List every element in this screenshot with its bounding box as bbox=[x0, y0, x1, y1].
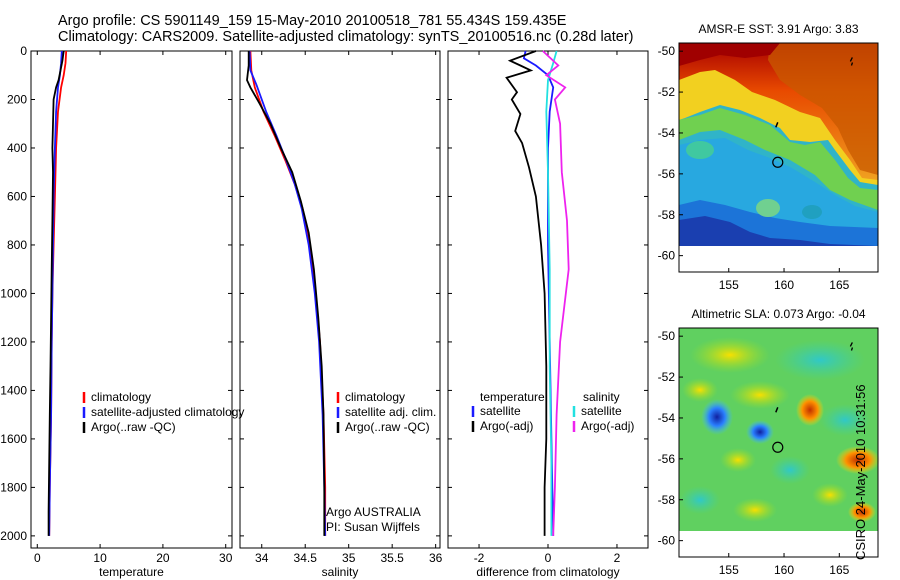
map-y-tick-label: -56 bbox=[658, 452, 676, 466]
argo-position-marker bbox=[772, 441, 784, 453]
series-line-black bbox=[47, 50, 65, 536]
x-tick-label: -2 bbox=[474, 551, 485, 565]
map-blank-area bbox=[679, 531, 878, 557]
legend-header: temperature bbox=[480, 390, 545, 404]
legend-entry: Argo(-adj) bbox=[480, 419, 533, 433]
plot-frame-difference bbox=[447, 50, 649, 549]
y-tick-label: 1000 bbox=[0, 286, 27, 300]
x-tick-label: 35.5 bbox=[380, 551, 404, 565]
argo-track-mark bbox=[775, 407, 779, 413]
legend-entry: satellite-adjusted climatology bbox=[91, 405, 244, 419]
legend-entry: satellite bbox=[480, 404, 521, 418]
sla-map-image bbox=[679, 328, 880, 531]
series-line-blue bbox=[248, 50, 327, 536]
x-tick-label: 30 bbox=[219, 551, 233, 565]
x-tick-label: 0 bbox=[545, 551, 552, 565]
map-x-tick-label: 165 bbox=[829, 563, 849, 577]
x-axis-label: temperature bbox=[99, 565, 164, 579]
map-y-tick-label: -60 bbox=[658, 249, 676, 263]
x-tick-label: 0 bbox=[34, 551, 41, 565]
y-tick-label: 1400 bbox=[0, 383, 27, 397]
float-marker bbox=[849, 342, 854, 351]
map-y-tick-label: -52 bbox=[658, 370, 676, 384]
map-y-tick-label: -58 bbox=[658, 208, 676, 222]
x-tick-label: 34.5 bbox=[294, 551, 318, 565]
series-line-magenta bbox=[542, 50, 570, 536]
x-axis-label: salinity bbox=[322, 565, 359, 579]
y-tick-label: 400 bbox=[7, 141, 27, 155]
map-frame-sst-map bbox=[678, 42, 879, 273]
map-y-tick-label: -60 bbox=[658, 534, 676, 548]
map-title: Altimetric SLA: 0.073 Argo: -0.04 bbox=[691, 307, 865, 321]
plot-frame-temperature bbox=[30, 50, 233, 549]
argo-annotation: PI: Susan Wijffels bbox=[326, 520, 420, 534]
argo-annotation: Argo AUSTRALIA bbox=[326, 505, 421, 519]
x-axis-label: difference from climatology bbox=[476, 565, 619, 579]
y-tick-label: 800 bbox=[7, 238, 27, 252]
series-line-black bbox=[246, 51, 326, 536]
map-x-tick-label: 155 bbox=[719, 278, 739, 292]
title-line-1: Argo profile: CS 5901149_159 15-May-2010… bbox=[58, 13, 567, 29]
legend-entry: satellite adj. clim. bbox=[345, 405, 436, 419]
float-marker bbox=[849, 57, 854, 66]
y-tick-label: 0 bbox=[20, 44, 27, 58]
title-line-2: Climatology: CARS2009. Satellite-adjuste… bbox=[58, 29, 634, 45]
legend-header: salinity bbox=[583, 390, 620, 404]
argo-track-mark bbox=[775, 122, 779, 128]
argo-position-marker bbox=[772, 156, 784, 168]
map-y-tick-label: -50 bbox=[658, 44, 676, 58]
legend-entry: climatology bbox=[345, 390, 405, 404]
map-y-tick-label: -58 bbox=[658, 493, 676, 507]
map-x-tick-label: 165 bbox=[829, 278, 849, 292]
legend-entry: Argo(..raw -QC) bbox=[91, 420, 176, 434]
map-y-tick-label: -52 bbox=[658, 85, 676, 99]
creation-stamp: CSIRO 24-May-2010 10:31:56 bbox=[853, 384, 868, 560]
map-title: AMSR-E SST: 3.91 Argo: 3.83 bbox=[698, 22, 858, 36]
x-tick-label: 10 bbox=[93, 551, 107, 565]
y-tick-label: 1600 bbox=[0, 432, 27, 446]
map-y-tick-label: -54 bbox=[658, 126, 676, 140]
x-tick-label: 36 bbox=[429, 551, 443, 565]
map-blank-area bbox=[679, 246, 878, 272]
x-tick-label: 20 bbox=[156, 551, 170, 565]
legend-entry: climatology bbox=[91, 390, 151, 404]
map-x-tick-label: 155 bbox=[719, 563, 739, 577]
series-line-black bbox=[505, 50, 548, 536]
y-tick-label: 200 bbox=[7, 92, 27, 106]
map-y-tick-label: -54 bbox=[658, 411, 676, 425]
map-x-tick-label: 160 bbox=[774, 563, 794, 577]
y-tick-label: 2000 bbox=[0, 529, 27, 543]
y-tick-label: 1800 bbox=[0, 480, 27, 494]
x-tick-label: 2 bbox=[614, 551, 621, 565]
y-tick-label: 600 bbox=[7, 189, 27, 203]
sst-map-image bbox=[679, 43, 878, 246]
map-x-tick-label: 160 bbox=[774, 278, 794, 292]
x-tick-label: 34 bbox=[255, 551, 269, 565]
map-y-tick-label: -56 bbox=[658, 167, 676, 181]
legend-entry: satellite bbox=[581, 404, 622, 418]
x-tick-label: 35 bbox=[342, 551, 356, 565]
y-tick-label: 1200 bbox=[0, 335, 27, 349]
series-line-cyan bbox=[545, 50, 558, 536]
legend-entry: Argo(..raw -QC) bbox=[345, 420, 430, 434]
legend-entry: Argo(-adj) bbox=[581, 419, 634, 433]
map-frame-sla-map bbox=[678, 327, 879, 558]
figure-title: Argo profile: CS 5901149_159 15-May-2010… bbox=[58, 13, 633, 45]
map-y-tick-label: -50 bbox=[658, 329, 676, 343]
